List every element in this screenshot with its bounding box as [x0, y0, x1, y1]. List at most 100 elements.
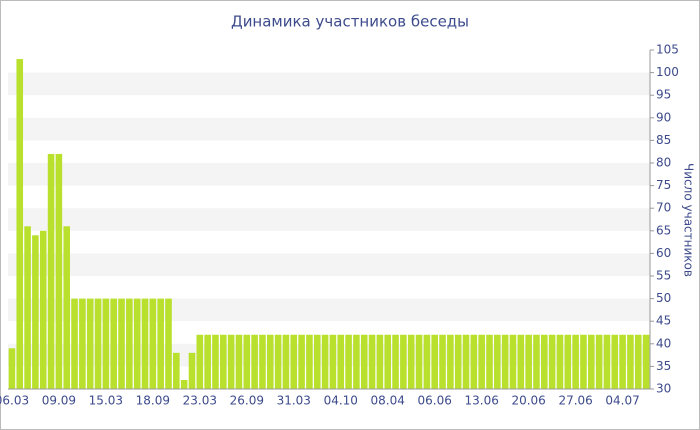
- bar: [259, 334, 266, 389]
- x-tick-label: 08.04: [371, 394, 405, 408]
- bar: [603, 334, 611, 389]
- bar: [353, 334, 360, 389]
- bar: [634, 334, 642, 389]
- y-axis-label: Число участников: [682, 163, 696, 277]
- bar: [611, 334, 619, 389]
- x-tick-label: 04.10: [324, 394, 358, 408]
- bar: [298, 334, 305, 389]
- bar: [16, 59, 24, 389]
- bar: [447, 334, 454, 389]
- bar: [126, 298, 133, 389]
- y-tick-label: 90: [656, 110, 671, 124]
- bar: [478, 334, 485, 389]
- y-tick-label: 50: [656, 291, 671, 305]
- bar: [337, 334, 345, 389]
- bar: [392, 334, 399, 389]
- bar: [24, 226, 31, 389]
- bar: [63, 226, 71, 389]
- y-tick-label: 55: [656, 269, 671, 283]
- bar: [572, 334, 579, 389]
- grid-band: [8, 253, 650, 276]
- bar: [368, 334, 376, 389]
- x-tick-label: 13.06: [464, 394, 498, 408]
- bar: [501, 334, 509, 389]
- bar: [282, 334, 290, 389]
- y-tick-label: 75: [656, 178, 671, 192]
- bar: [306, 334, 313, 389]
- y-tick-label: 70: [656, 201, 671, 215]
- bar: [86, 298, 94, 389]
- bar: [533, 334, 540, 389]
- bar: [595, 334, 603, 389]
- bar: [431, 334, 438, 389]
- bar: [548, 334, 556, 389]
- chart-title: Динамика участников беседы: [231, 13, 469, 31]
- bar: [79, 298, 86, 389]
- bar: [39, 230, 47, 389]
- bar: [110, 298, 117, 389]
- x-tick-label: 31.03: [277, 394, 311, 408]
- x-tick-label: 27.06: [558, 394, 592, 408]
- bar: [384, 334, 392, 389]
- bar: [580, 334, 587, 389]
- grid-band: [8, 72, 650, 96]
- y-tick-label: 65: [656, 223, 671, 237]
- bar: [94, 298, 102, 389]
- bar: [220, 334, 227, 389]
- bar: [587, 334, 595, 389]
- bar: [470, 334, 478, 389]
- bar: [196, 334, 204, 389]
- bar: [400, 334, 407, 389]
- bar: [204, 334, 211, 389]
- y-tick-label: 30: [656, 382, 671, 396]
- y-tick-label: 35: [656, 359, 671, 373]
- bar: [556, 334, 564, 389]
- bar: [55, 153, 63, 389]
- x-tick-label: 20.06: [511, 394, 545, 408]
- x-tick-label: 26.09: [230, 394, 264, 408]
- y-tick-label: 40: [656, 336, 671, 350]
- bar: [212, 334, 219, 389]
- bar: [345, 334, 352, 389]
- bar: [313, 334, 321, 389]
- bar: [454, 334, 462, 389]
- bar: [133, 298, 141, 389]
- bar: [32, 235, 39, 389]
- bar: [47, 153, 55, 389]
- bar: [8, 348, 16, 389]
- bar: [227, 334, 235, 389]
- y-tick-label: 95: [656, 88, 671, 102]
- bar: [235, 334, 243, 389]
- bar: [525, 334, 532, 389]
- bar: [376, 334, 384, 389]
- bar: [71, 298, 78, 389]
- bar: [118, 298, 125, 389]
- bar: [290, 334, 298, 389]
- y-tick-label: 60: [656, 246, 671, 260]
- grid-band: [8, 208, 650, 231]
- bar: [509, 334, 517, 389]
- x-tick-label: 06.06: [418, 394, 452, 408]
- x-tick-label: 04.07: [605, 394, 639, 408]
- grid-band: [8, 163, 650, 186]
- y-tick-label: 105: [656, 43, 679, 57]
- y-tick-label: 85: [656, 133, 671, 147]
- bar: [462, 334, 470, 389]
- y-tick-label: 45: [656, 314, 671, 328]
- bar: [627, 334, 634, 389]
- y-tick-label: 100: [656, 65, 679, 79]
- bar: [486, 334, 493, 389]
- bar: [329, 334, 337, 389]
- bar: [165, 298, 172, 389]
- bar: [243, 334, 251, 389]
- bar: [180, 379, 188, 389]
- bar: [149, 298, 157, 389]
- bar: [517, 334, 525, 389]
- y-tick-label: 80: [656, 156, 671, 170]
- bar: [494, 334, 501, 389]
- bar: [251, 334, 258, 389]
- bar: [541, 334, 548, 389]
- bar: [407, 334, 415, 389]
- bar: [157, 298, 164, 389]
